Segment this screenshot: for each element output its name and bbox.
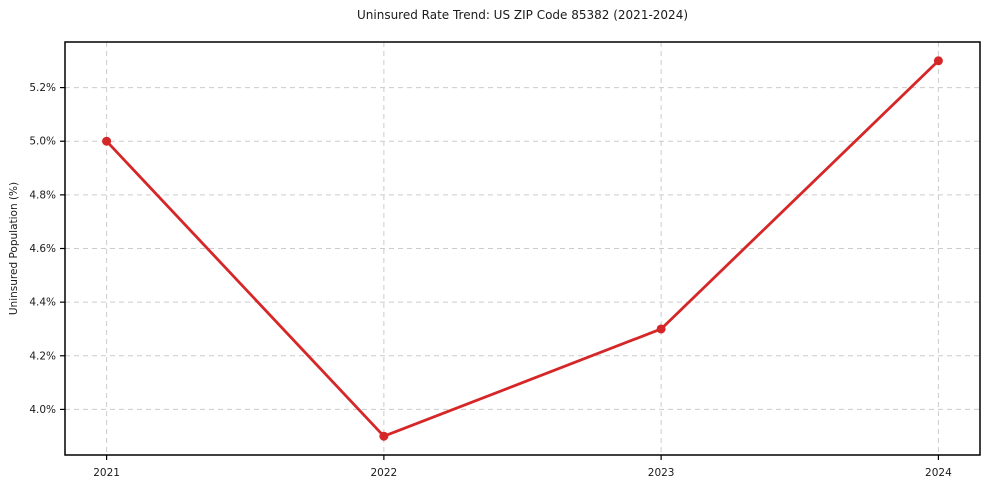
plot-generated-layer: 2021 2022 2023 2024 4.0% 4.2% 4.4% 4.6% 4.8% 5.0%… (29, 41, 981, 479)
y-tick-label: 4.8% (29, 189, 56, 201)
data-point-2021 (102, 136, 112, 146)
chart-title: Uninsured Rate Trend: US ZIP Code 85382 … (356, 8, 689, 22)
x-tick-label: 2021 (93, 467, 120, 479)
y-tick-label: 4.6% (29, 243, 56, 255)
y-tick-label: 5.2% (29, 82, 56, 94)
data-point-2023 (656, 324, 666, 334)
y-tick-label: 5.0% (29, 136, 56, 148)
data-point-2024 (933, 56, 943, 66)
y-axis-label: Uninsured Population (%) (8, 182, 20, 315)
x-tick-label: 2024 (925, 467, 952, 479)
y-tick-label: 4.2% (29, 350, 56, 362)
y-tick-label: 4.4% (29, 297, 56, 309)
y-tick-label: 4.0% (29, 404, 56, 416)
trend-line (105, 59, 940, 438)
x-tick-label: 2023 (648, 467, 675, 479)
x-tick-label: 2022 (370, 467, 397, 479)
data-point-2022 (379, 431, 389, 441)
